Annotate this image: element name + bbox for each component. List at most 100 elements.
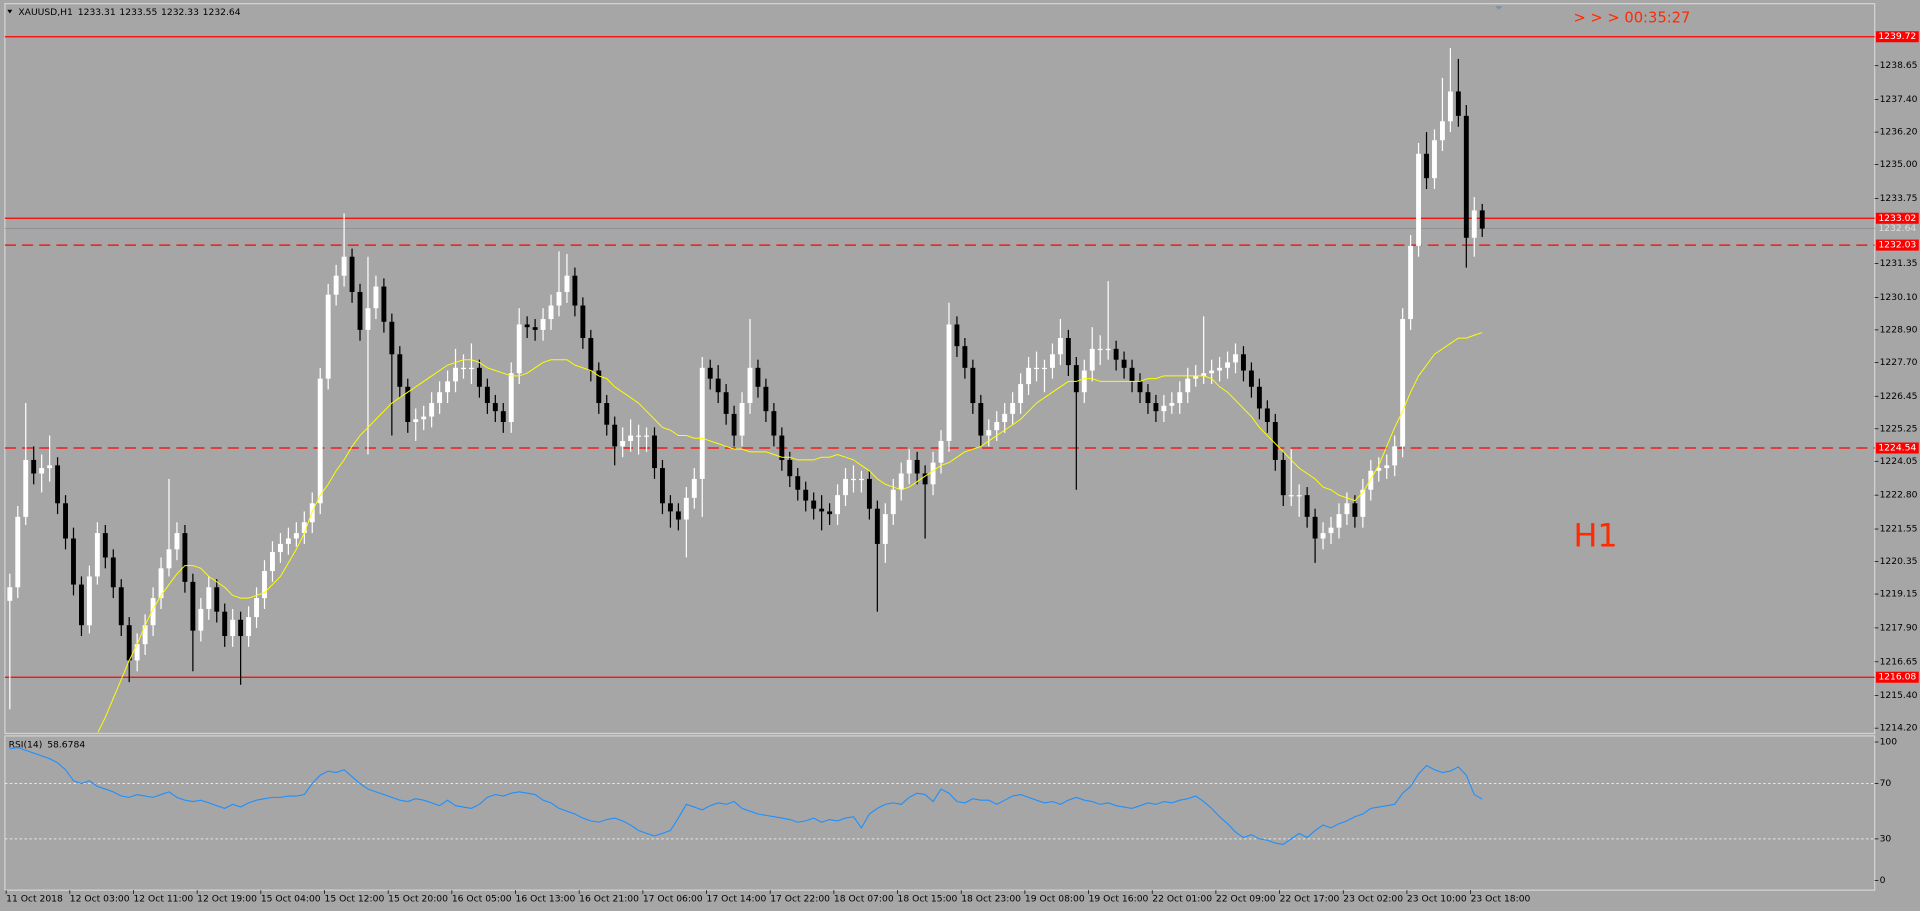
candle-body [819, 508, 825, 512]
candle-body [413, 419, 419, 423]
candle-body [1217, 367, 1223, 371]
candle-body [1392, 446, 1398, 466]
candle-body [349, 256, 355, 292]
candle-body [277, 543, 283, 553]
candle-body [1049, 354, 1055, 368]
candle-body [835, 495, 841, 515]
candle-body [1280, 459, 1286, 496]
level-label: 1224.54 [1878, 443, 1916, 454]
candle-body [644, 435, 649, 437]
candle-body [811, 500, 817, 509]
rsi-tick-label: 30 [1880, 833, 1892, 844]
x-tick-label: 16 Oct 05:00 [452, 893, 512, 904]
candle-body [1439, 121, 1445, 141]
candle-body [55, 465, 61, 504]
candle-body [747, 367, 753, 404]
candle-body [874, 508, 880, 544]
candle-body [158, 568, 164, 599]
level-label-box [1875, 31, 1919, 43]
candle-body [1424, 153, 1429, 179]
candle-body [1169, 403, 1175, 406]
candle-body [1042, 367, 1047, 370]
candle-body [580, 305, 586, 339]
candle-body [986, 430, 992, 436]
candle-body [652, 435, 657, 469]
candle-body [1137, 381, 1143, 393]
rsi-tick-label: 70 [1880, 778, 1892, 789]
candle-body [365, 308, 371, 330]
candle-body [63, 503, 68, 539]
x-tick-label: 15 Oct 04:00 [261, 893, 321, 904]
candle-body [1018, 384, 1024, 404]
candle-body [683, 497, 689, 520]
candle-body [675, 511, 681, 520]
header-low: 1232.33 [161, 7, 199, 18]
candle-body [1034, 367, 1039, 370]
candle-body [612, 424, 618, 447]
candle-body [866, 478, 872, 509]
header-high: 1233.55 [119, 7, 157, 18]
rsi-name: RSI(14) [9, 739, 43, 750]
candle-body [246, 617, 252, 637]
candle-body [723, 392, 729, 414]
candle-body [1336, 514, 1342, 528]
candle-body [1352, 503, 1358, 517]
candle-body [78, 584, 84, 626]
candle-body [317, 378, 323, 504]
candle-body [978, 403, 984, 436]
level-label-box [1875, 671, 1919, 683]
candle-body [938, 440, 944, 463]
candle-body [1384, 465, 1390, 469]
candle-body [293, 533, 299, 539]
candle-body [206, 587, 212, 609]
candle-body [898, 473, 904, 490]
timeframe-label: H1 [1573, 517, 1617, 555]
candle-body [86, 576, 92, 626]
candle-body [262, 571, 267, 599]
candle-body [1065, 338, 1071, 366]
candle-body [325, 294, 331, 379]
candle-body [1010, 403, 1016, 414]
candle-body [548, 305, 554, 320]
header-open: 1233.31 [78, 7, 116, 18]
candle-body [604, 403, 610, 425]
candle-body [429, 403, 435, 417]
candle-body [270, 552, 275, 572]
candle-body [1400, 319, 1406, 447]
countdown: > > > 00:35:27 [1573, 9, 1690, 26]
candle-body [1479, 210, 1485, 229]
x-tick-label: 22 Oct 01:00 [1152, 893, 1212, 904]
candle-body [484, 386, 490, 404]
level-label-box [1875, 212, 1919, 224]
candle-body [301, 522, 307, 534]
candle-body [102, 533, 108, 558]
x-tick-label: 19 Oct 08:00 [1025, 893, 1085, 904]
candle-body [1455, 91, 1461, 116]
candle-body [110, 557, 116, 588]
y-tick-label: 1222.80 [1880, 490, 1918, 501]
y-tick-label: 1227.70 [1880, 357, 1918, 368]
y-tick-label: 1221.55 [1880, 524, 1918, 535]
level-label: 1239.72 [1878, 31, 1916, 42]
candle-body [405, 386, 411, 423]
candle-body [1463, 115, 1469, 238]
candle-body [500, 411, 506, 423]
candle-body [532, 327, 538, 330]
candle-body [39, 468, 45, 474]
candle-body [1073, 365, 1079, 393]
candle-body [572, 275, 578, 306]
candle-body [118, 587, 124, 626]
x-tick-label: 12 Oct 03:00 [70, 893, 130, 904]
symbol: XAUUSD,H1 [18, 7, 73, 18]
candle-body [238, 619, 244, 637]
x-tick-label: 12 Oct 19:00 [197, 893, 257, 904]
rsi-line [9, 746, 1483, 845]
candle-body [556, 291, 562, 306]
x-tick-label: 11 Oct 2018 [6, 893, 63, 904]
candle-body [588, 338, 594, 371]
y-tick-label: 1220.35 [1880, 556, 1918, 567]
candle-body [1177, 392, 1183, 404]
candle-body [1057, 338, 1063, 355]
candle-body [1113, 348, 1119, 360]
